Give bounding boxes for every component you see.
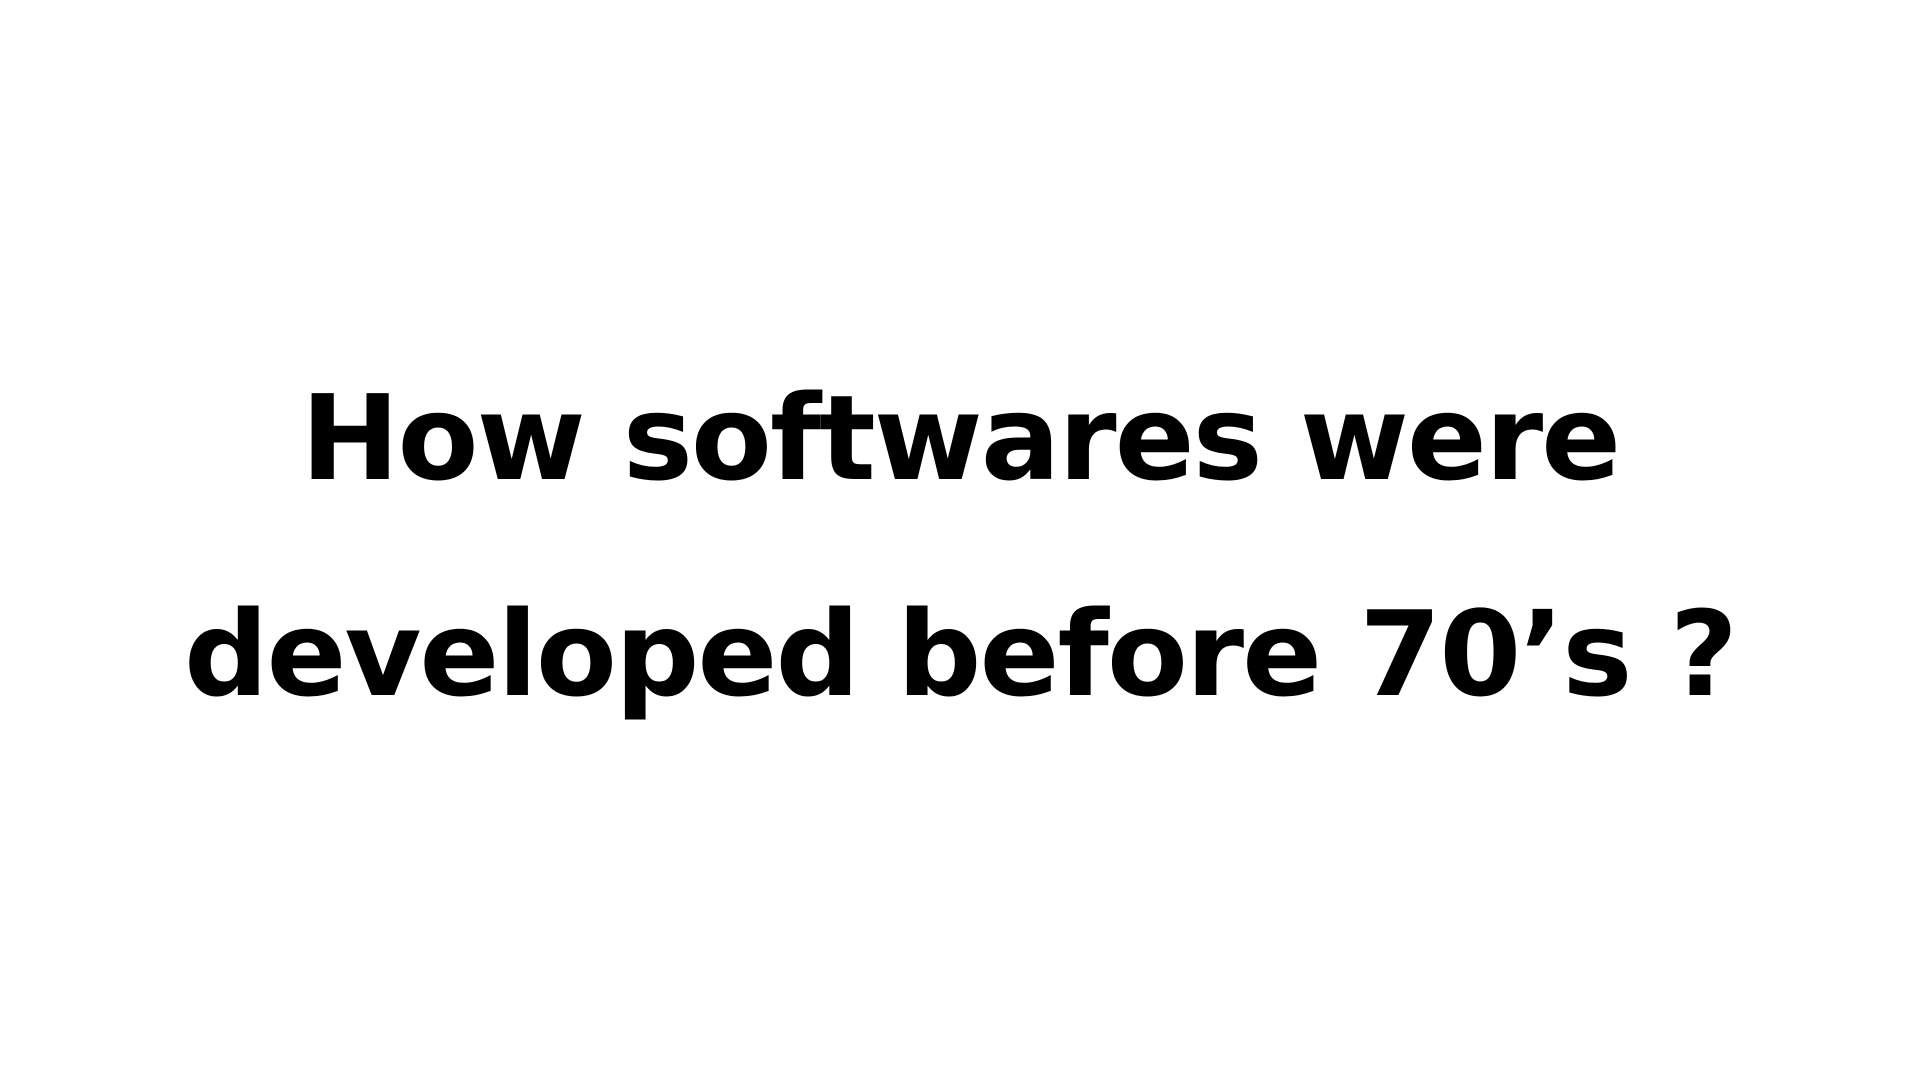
title-line-2: developed before 70’s ?	[183, 585, 1738, 723]
slide-title: How softwares were developed before 70’s…	[0, 330, 1920, 762]
title-line-1: How softwares were	[300, 369, 1621, 507]
